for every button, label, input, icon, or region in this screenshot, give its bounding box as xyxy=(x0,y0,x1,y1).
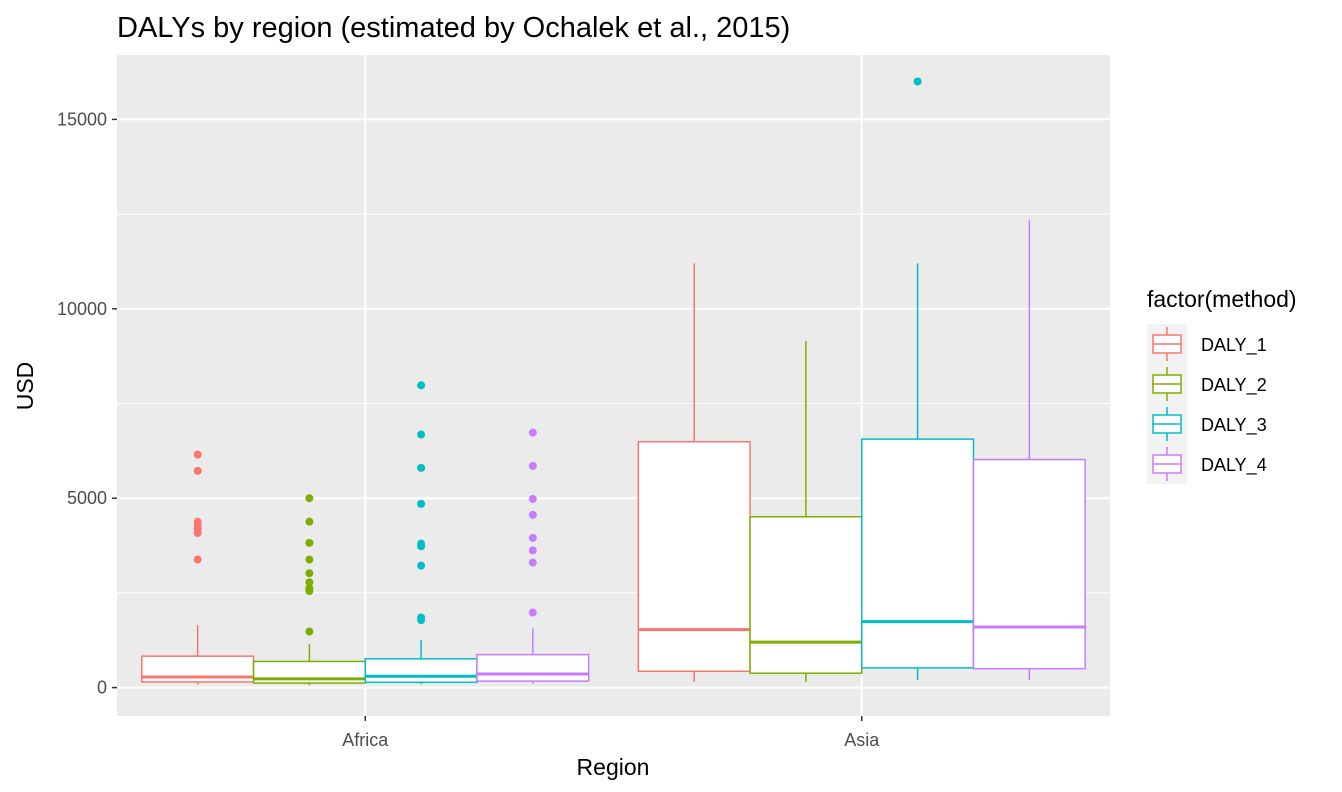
legend-label: DALY_3 xyxy=(1201,415,1267,436)
outlier-point xyxy=(417,539,426,548)
outlier-point xyxy=(193,555,202,564)
box xyxy=(749,516,863,674)
outlier-point xyxy=(305,494,314,503)
legend-items: DALY_1 DALY_2 DALY_3 DALY_4 xyxy=(1147,324,1267,484)
outlier-point xyxy=(528,533,537,542)
outlier-point xyxy=(417,561,426,570)
outlier-point xyxy=(528,558,537,567)
chart-title: DALYs by region (estimated by Ochalek et… xyxy=(117,12,790,44)
legend: factor(method) DALY_1 DALY_2 DALY_3 DALY_4 xyxy=(1147,286,1297,484)
outlier-point xyxy=(417,430,426,439)
box xyxy=(637,441,751,673)
outlier-point xyxy=(305,584,314,593)
x-axis-title: Region xyxy=(577,754,650,780)
y-tick-label: 10000 xyxy=(57,299,107,319)
outlier-point xyxy=(305,517,314,526)
box xyxy=(861,438,975,669)
outlier-point xyxy=(305,569,314,578)
legend-item-DALY_1: DALY_1 xyxy=(1147,324,1267,364)
outlier-point xyxy=(528,546,537,555)
grid-lines xyxy=(117,55,1110,716)
legend-label: DALY_1 xyxy=(1201,335,1267,356)
outlier-point xyxy=(417,499,426,508)
y-tick-label: 15000 xyxy=(57,109,107,129)
outlier-point xyxy=(305,538,314,547)
outlier-point xyxy=(193,517,202,526)
outlier-point xyxy=(305,578,314,587)
outlier-point xyxy=(913,77,922,86)
legend-item-DALY_4: DALY_4 xyxy=(1147,444,1267,484)
y-tick-label: 0 xyxy=(97,678,107,698)
legend-item-DALY_2: DALY_2 xyxy=(1147,364,1267,404)
outlier-point xyxy=(193,450,202,459)
outlier-point xyxy=(528,510,537,519)
y-tick-label: 5000 xyxy=(67,488,107,508)
box-layer xyxy=(141,77,1086,686)
box xyxy=(364,658,478,684)
box-DALY_1-Asia xyxy=(637,263,751,682)
box-DALY_3-Asia xyxy=(861,77,975,681)
outlier-point xyxy=(305,555,314,564)
y-axis: 0 5000 10000 15000 xyxy=(57,109,117,698)
outlier-point xyxy=(528,461,537,470)
x-axis: Africa Asia xyxy=(342,716,880,750)
box-DALY_2-Asia xyxy=(749,340,863,682)
outlier-point xyxy=(305,627,314,636)
box xyxy=(972,458,1086,670)
outlier-point xyxy=(528,494,537,503)
outlier-point xyxy=(417,463,426,472)
box xyxy=(476,653,590,682)
outlier-point xyxy=(528,428,537,437)
x-tick-label: Asia xyxy=(844,730,880,750)
box-DALY_3-Africa xyxy=(364,381,478,685)
legend-label: DALY_2 xyxy=(1201,375,1267,396)
outlier-point xyxy=(417,381,426,390)
x-tick-label: Africa xyxy=(342,730,389,750)
box-DALY_4-Africa xyxy=(476,428,590,684)
outlier-point xyxy=(417,613,426,622)
box-DALY_4-Asia xyxy=(972,219,1086,681)
outlier-point xyxy=(528,608,537,617)
legend-title: factor(method) xyxy=(1147,286,1297,312)
outlier-point xyxy=(193,466,202,475)
box-DALY_2-Africa xyxy=(252,494,367,686)
legend-item-DALY_3: DALY_3 xyxy=(1147,404,1267,444)
y-axis-title: USD xyxy=(12,362,38,411)
legend-label: DALY_4 xyxy=(1201,455,1267,476)
